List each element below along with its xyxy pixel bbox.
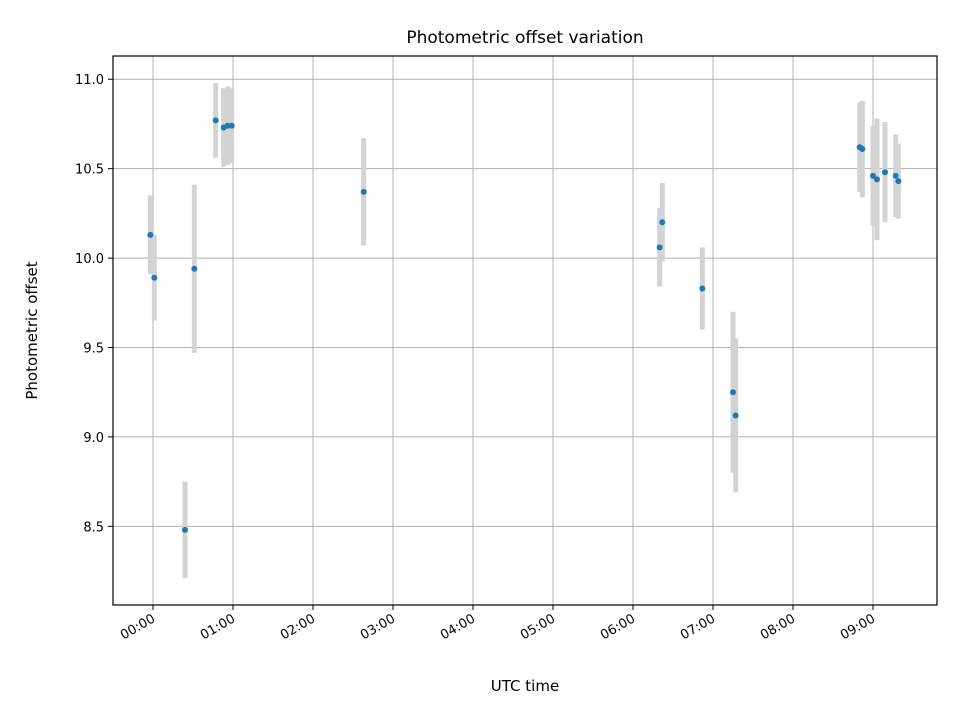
data-point [182,526,188,533]
x-axis-label: UTC time [491,677,559,695]
point-layer [147,117,902,533]
data-point [212,117,219,124]
data-point [895,178,902,185]
chart-title: Photometric offset variation [406,28,643,48]
y-tick-label: 11.0 [75,73,104,88]
x-tick-label: 05:00 [518,611,558,643]
y-tick-label: 9.5 [83,341,104,356]
data-point [699,285,706,292]
data-point [656,244,663,251]
y-tick-label: 9.0 [83,431,104,446]
x-axis-ticks: 00:00 01:00 02:00 03:00 04:00 05:00 06:00 07:00… [118,605,878,643]
data-point [859,145,866,152]
data-point [732,412,739,419]
plot-frame [112,55,938,606]
y-tick-label: 10.0 [75,252,104,267]
data-point [659,219,666,226]
data-point [874,176,880,183]
x-tick-label: 06:00 [598,611,638,643]
data-point [147,231,154,238]
data-point [870,172,876,179]
x-tick-label: 04:00 [438,611,478,643]
grid-layer [113,56,937,605]
x-tick-label: 00:00 [118,611,158,643]
x-tick-label: 03:00 [358,611,398,643]
data-point [892,172,899,179]
data-point [882,169,888,176]
errorbar-layer [147,82,901,579]
y-tick-label: 8.5 [83,520,104,535]
x-tick-label: 07:00 [678,611,718,643]
x-tick-label: 09:00 [838,611,878,643]
y-axis-label: Photometric offset [23,261,41,399]
y-tick-label: 10.5 [75,163,104,178]
data-point [360,188,367,195]
data-point [228,122,235,129]
data-point [191,265,198,272]
x-tick-label: 01:00 [198,611,238,643]
x-tick-label: 02:00 [278,611,318,643]
y-axis-ticks: 8.5 9.0 9.5 10.0 10.5 11.0 [75,73,113,535]
x-tick-label: 08:00 [758,611,798,643]
data-point [730,389,736,396]
data-point [151,274,158,281]
